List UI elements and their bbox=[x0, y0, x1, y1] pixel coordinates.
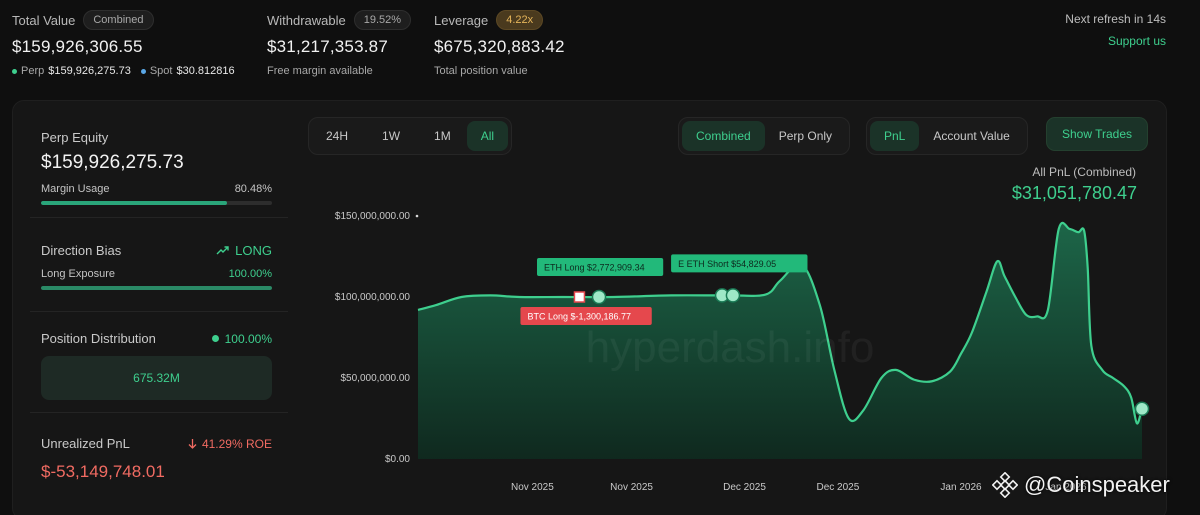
divider bbox=[30, 217, 288, 218]
scope-perp-only[interactable]: Perp Only bbox=[778, 129, 833, 143]
trade-marker[interactable] bbox=[1134, 401, 1150, 417]
pnl-area bbox=[418, 222, 1142, 459]
withdrawable-sub: Free margin available bbox=[267, 65, 373, 77]
spot-dot-icon bbox=[140, 68, 146, 74]
summary-bar: Total Value Combined $159,926,306.55 Per… bbox=[0, 0, 1200, 88]
spot-label: Spot bbox=[149, 65, 173, 77]
trade-label: ETH Long $2,772,909.34 bbox=[544, 263, 645, 273]
divider bbox=[30, 412, 288, 413]
unrealized-pnl-value: $-53,149,748.01 bbox=[41, 462, 165, 481]
perp-equity-title: Perp Equity bbox=[41, 130, 109, 145]
pnl-series bbox=[417, 221, 1144, 459]
status-dot-icon bbox=[211, 335, 219, 342]
trade-marker-loss[interactable] bbox=[573, 291, 586, 303]
long-exposure-fill bbox=[41, 286, 272, 290]
unrealized-pnl-roe: 41.29% ROE bbox=[201, 436, 272, 451]
y-tick-label: $0.00 bbox=[385, 454, 410, 465]
position-distribution-value: 675.32M bbox=[133, 371, 180, 385]
trade-marker[interactable] bbox=[591, 289, 607, 305]
margin-usage-value: 80.48% bbox=[234, 183, 272, 195]
x-axis: Nov 2025 Nov 2025 Dec 2025 Dec 2025 Jan 2026… bbox=[511, 482, 1087, 493]
trending-up-icon bbox=[216, 246, 229, 255]
position-distribution-bar[interactable]: 675.32M bbox=[41, 356, 272, 400]
y-axis: $150,000,000.00 $100,000,000.00 $50,000,00… bbox=[335, 211, 419, 465]
metric-selector: PnL Account Value bbox=[866, 117, 1028, 155]
x-tick-label: Dec 2025 bbox=[817, 482, 860, 493]
timeframe-selector: 24H 1W 1M All bbox=[308, 117, 513, 155]
trade-label-box bbox=[537, 258, 664, 276]
trade-label-box bbox=[520, 307, 652, 325]
leverage-amount: $675,320,883.42 bbox=[434, 37, 565, 56]
y-tick-label: $100,000,000.00 bbox=[335, 292, 411, 303]
timeframe-all[interactable]: All bbox=[466, 121, 509, 151]
x-tick-label: Dec 2025 bbox=[723, 482, 766, 493]
y-tick-label: $150,000,000.00 bbox=[335, 211, 411, 222]
perp-equity-section: Perp Equity $159,926,275.73 Margin Usage… bbox=[30, 130, 288, 205]
position-distribution-pct: 100.00% bbox=[224, 331, 272, 346]
spot-amount: $30.812816 bbox=[176, 65, 235, 77]
margin-usage-fill bbox=[41, 201, 227, 205]
unrealized-pnl-section: Unrealized PnL 41.29% ROE $-53,149,748.0… bbox=[30, 436, 288, 482]
trade-label-box bbox=[671, 254, 808, 273]
y-tick-label: $50,000,000.00 bbox=[340, 373, 410, 384]
long-exposure-label: Long Exposure bbox=[41, 268, 115, 280]
timeframe-1m[interactable]: 1M bbox=[434, 129, 451, 143]
x-tick-label: Nov 2025 bbox=[610, 482, 653, 493]
x-tick-label: Jan 2026 bbox=[940, 482, 982, 493]
brand-text: @Coinspeaker bbox=[1024, 472, 1170, 497]
trade-label: E ETH Short $54,829.05 bbox=[678, 259, 776, 269]
binance-logo-icon bbox=[992, 472, 1018, 498]
timeframe-1w[interactable]: 1W bbox=[382, 129, 401, 143]
y-axis-top-dot bbox=[415, 214, 419, 218]
position-distribution-title: Position Distribution bbox=[41, 331, 156, 346]
combined-badge: Combined bbox=[83, 10, 154, 30]
show-trades-button[interactable]: Show Trades bbox=[1046, 117, 1148, 151]
refresh-timer: Next refresh in 14s bbox=[1065, 12, 1166, 26]
arrow-down-icon bbox=[188, 439, 197, 449]
trade-markers[interactable]: ETH Long $2,772,909.34 BTC Long $-1,300,1… bbox=[520, 254, 1150, 417]
margin-usage-bar bbox=[41, 201, 272, 205]
margin-usage-label: Margin Usage bbox=[41, 183, 110, 195]
withdrawable-badge: 19.52% bbox=[353, 10, 412, 30]
leverage-sub: Total position value bbox=[434, 65, 528, 77]
divider bbox=[30, 311, 288, 312]
total-value-amount: $159,926,306.55 bbox=[12, 37, 143, 56]
x-tick-label: Nov 2025 bbox=[511, 482, 554, 493]
support-link[interactable]: Support us bbox=[1107, 34, 1166, 48]
leverage-label: Leverage bbox=[434, 12, 489, 28]
perp-dot-icon bbox=[12, 68, 17, 74]
long-exposure-bar bbox=[41, 286, 272, 290]
withdrawable-stat: Withdrawable 19.52% $31,217,353.87 Free … bbox=[267, 10, 412, 77]
direction-bias-value: LONG bbox=[235, 243, 272, 258]
withdrawable-amount: $31,217,353.87 bbox=[267, 37, 388, 56]
perp-label: Perp bbox=[21, 65, 45, 77]
all-pnl-label: All PnL (Combined) bbox=[1032, 165, 1136, 179]
trade-marker[interactable] bbox=[725, 288, 741, 303]
scope-selector: Combined Perp Only bbox=[678, 117, 851, 155]
scope-combined[interactable]: Combined bbox=[682, 121, 765, 151]
trade-label: BTC Long $-1,300,186.77 bbox=[527, 312, 631, 322]
all-pnl-value: $31,051,780.47 bbox=[1011, 183, 1137, 203]
perp-equity-value: $159,926,275.73 bbox=[41, 152, 184, 173]
watermark: hyperdash.info bbox=[586, 323, 875, 372]
total-value-label: Total Value bbox=[12, 12, 76, 28]
withdrawable-label: Withdrawable bbox=[267, 12, 346, 28]
total-value-stat: Total Value Combined $159,926,306.55 Per… bbox=[12, 10, 235, 77]
position-distribution-section: Position Distribution 100.00% 675.32M bbox=[30, 331, 288, 400]
brand-watermark: @Coinspeaker bbox=[992, 472, 1170, 498]
perp-amount: $159,926,275.73 bbox=[48, 65, 131, 77]
timeframe-24h[interactable]: 24H bbox=[326, 129, 349, 143]
leverage-stat: Leverage 4.22x $675,320,883.42 Total pos… bbox=[434, 10, 565, 77]
pnl-line bbox=[417, 221, 1144, 425]
direction-bias-title: Direction Bias bbox=[41, 243, 122, 258]
long-exposure-value: 100.00% bbox=[228, 268, 272, 280]
unrealized-pnl-title: Unrealized PnL bbox=[41, 436, 130, 451]
leverage-badge: 4.22x bbox=[496, 10, 544, 30]
direction-bias-section: Direction Bias LONG Long Exposure 100.00… bbox=[30, 243, 288, 290]
metric-account-value[interactable]: Account Value bbox=[933, 129, 1010, 143]
metric-pnl[interactable]: PnL bbox=[870, 121, 920, 151]
x-tick-label: Jan 2026 bbox=[1045, 482, 1087, 493]
